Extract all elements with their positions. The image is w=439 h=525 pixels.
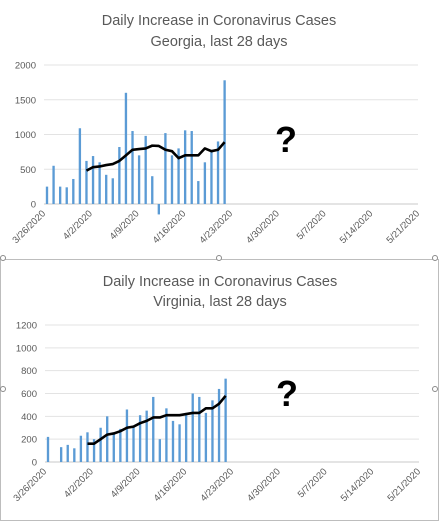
bar: [164, 133, 166, 204]
selection-handle-right[interactable]: [432, 386, 438, 392]
bar: [67, 445, 69, 462]
bar: [46, 187, 48, 204]
bar: [151, 176, 153, 204]
y-tick-label: 2000: [15, 61, 36, 72]
x-tick-label: 4/2/2020: [61, 208, 95, 242]
bar: [197, 181, 199, 204]
bar: [131, 131, 133, 204]
bar: [73, 448, 75, 462]
y-tick-label: 0: [32, 458, 37, 469]
bar: [152, 397, 154, 462]
y-tick-label: 600: [21, 389, 37, 400]
bar: [178, 424, 180, 462]
bar: [92, 156, 94, 204]
question-mark-annotation: ?: [276, 373, 298, 414]
bar: [191, 131, 193, 204]
bar: [224, 379, 226, 462]
selection-handle-top-left[interactable]: [0, 255, 6, 261]
x-tick-label: 4/23/2020: [198, 466, 236, 504]
bar: [146, 411, 148, 462]
virginia-chart: Daily Increase in Coronavirus Cases Virgi…: [1, 260, 438, 520]
bar: [98, 162, 100, 204]
bar: [125, 93, 127, 204]
x-tick-label: 4/16/2020: [151, 208, 189, 246]
y-tick-label: 1500: [15, 95, 36, 106]
y-tick-label: 1000: [16, 343, 37, 354]
bar: [52, 166, 54, 204]
x-tick-label: 3/26/2020: [11, 466, 49, 504]
georgia-chart-panel[interactable]: Daily Increase in Coronavirus Cases Georg…: [0, 0, 439, 256]
bar: [145, 136, 147, 204]
bar: [66, 187, 68, 204]
x-tick-label: 5/21/2020: [384, 208, 422, 246]
bar: [158, 204, 160, 214]
chart-title: Daily Increase in Coronavirus Cases: [103, 274, 338, 290]
bar: [79, 128, 81, 204]
bar: [172, 421, 174, 462]
x-tick-label: 4/2/2020: [62, 466, 96, 500]
x-tick-label: 3/26/2020: [10, 208, 48, 246]
x-tick-label: 4/30/2020: [244, 208, 282, 246]
georgia-chart: Daily Increase in Coronavirus Cases Georg…: [0, 0, 439, 256]
y-tick-label: 1200: [16, 321, 37, 332]
selection-handle-left[interactable]: [0, 386, 6, 392]
bar: [59, 187, 61, 204]
bar: [112, 178, 114, 204]
x-tick-label: 5/7/2020: [296, 466, 330, 500]
bar: [119, 429, 121, 462]
bar: [106, 416, 108, 462]
bar: [205, 413, 207, 462]
bar: [192, 394, 194, 463]
x-tick-label: 5/14/2020: [338, 208, 376, 246]
bar: [85, 161, 87, 204]
x-tick-label: 5/7/2020: [295, 208, 329, 242]
y-tick-label: 400: [21, 412, 37, 423]
bar: [184, 130, 186, 204]
bar: [86, 432, 88, 462]
selection-handle-top-right[interactable]: [432, 255, 438, 261]
y-tick-label: 800: [21, 366, 37, 377]
bar: [132, 425, 134, 462]
bar: [113, 433, 115, 462]
bar: [99, 428, 101, 462]
x-tick-label: 4/23/2020: [197, 208, 235, 246]
bar: [210, 150, 212, 204]
bar: [138, 155, 140, 204]
bar: [204, 162, 206, 204]
bar: [60, 447, 62, 462]
chart-subtitle: Georgia, last 28 days: [150, 34, 287, 50]
bar: [126, 409, 128, 462]
bar: [80, 436, 82, 462]
x-tick-label: 5/21/2020: [385, 466, 423, 504]
bar: [105, 175, 107, 204]
bar: [185, 413, 187, 462]
bar: [72, 179, 74, 204]
x-tick-label: 4/16/2020: [152, 466, 190, 504]
x-tick-label: 4/9/2020: [109, 466, 143, 500]
x-tick-label: 4/30/2020: [245, 466, 283, 504]
bar: [118, 147, 120, 204]
y-tick-label: 500: [20, 165, 36, 176]
y-tick-label: 200: [21, 435, 37, 446]
bar: [218, 389, 220, 462]
y-tick-label: 0: [31, 200, 36, 211]
virginia-chart-panel[interactable]: Daily Increase in Coronavirus Cases Virgi…: [0, 259, 439, 521]
y-tick-label: 1000: [15, 130, 36, 141]
bar: [171, 155, 173, 204]
x-tick-label: 5/14/2020: [339, 466, 377, 504]
chart-title: Daily Increase in Coronavirus Cases: [102, 13, 337, 29]
selection-handle-top-mid[interactable]: [216, 255, 222, 261]
x-tick-label: 4/9/2020: [108, 208, 142, 242]
bar: [47, 437, 49, 462]
bar: [159, 439, 161, 462]
question-mark-annotation: ?: [275, 119, 297, 160]
bar: [198, 397, 200, 462]
chart-subtitle: Virginia, last 28 days: [153, 294, 287, 310]
